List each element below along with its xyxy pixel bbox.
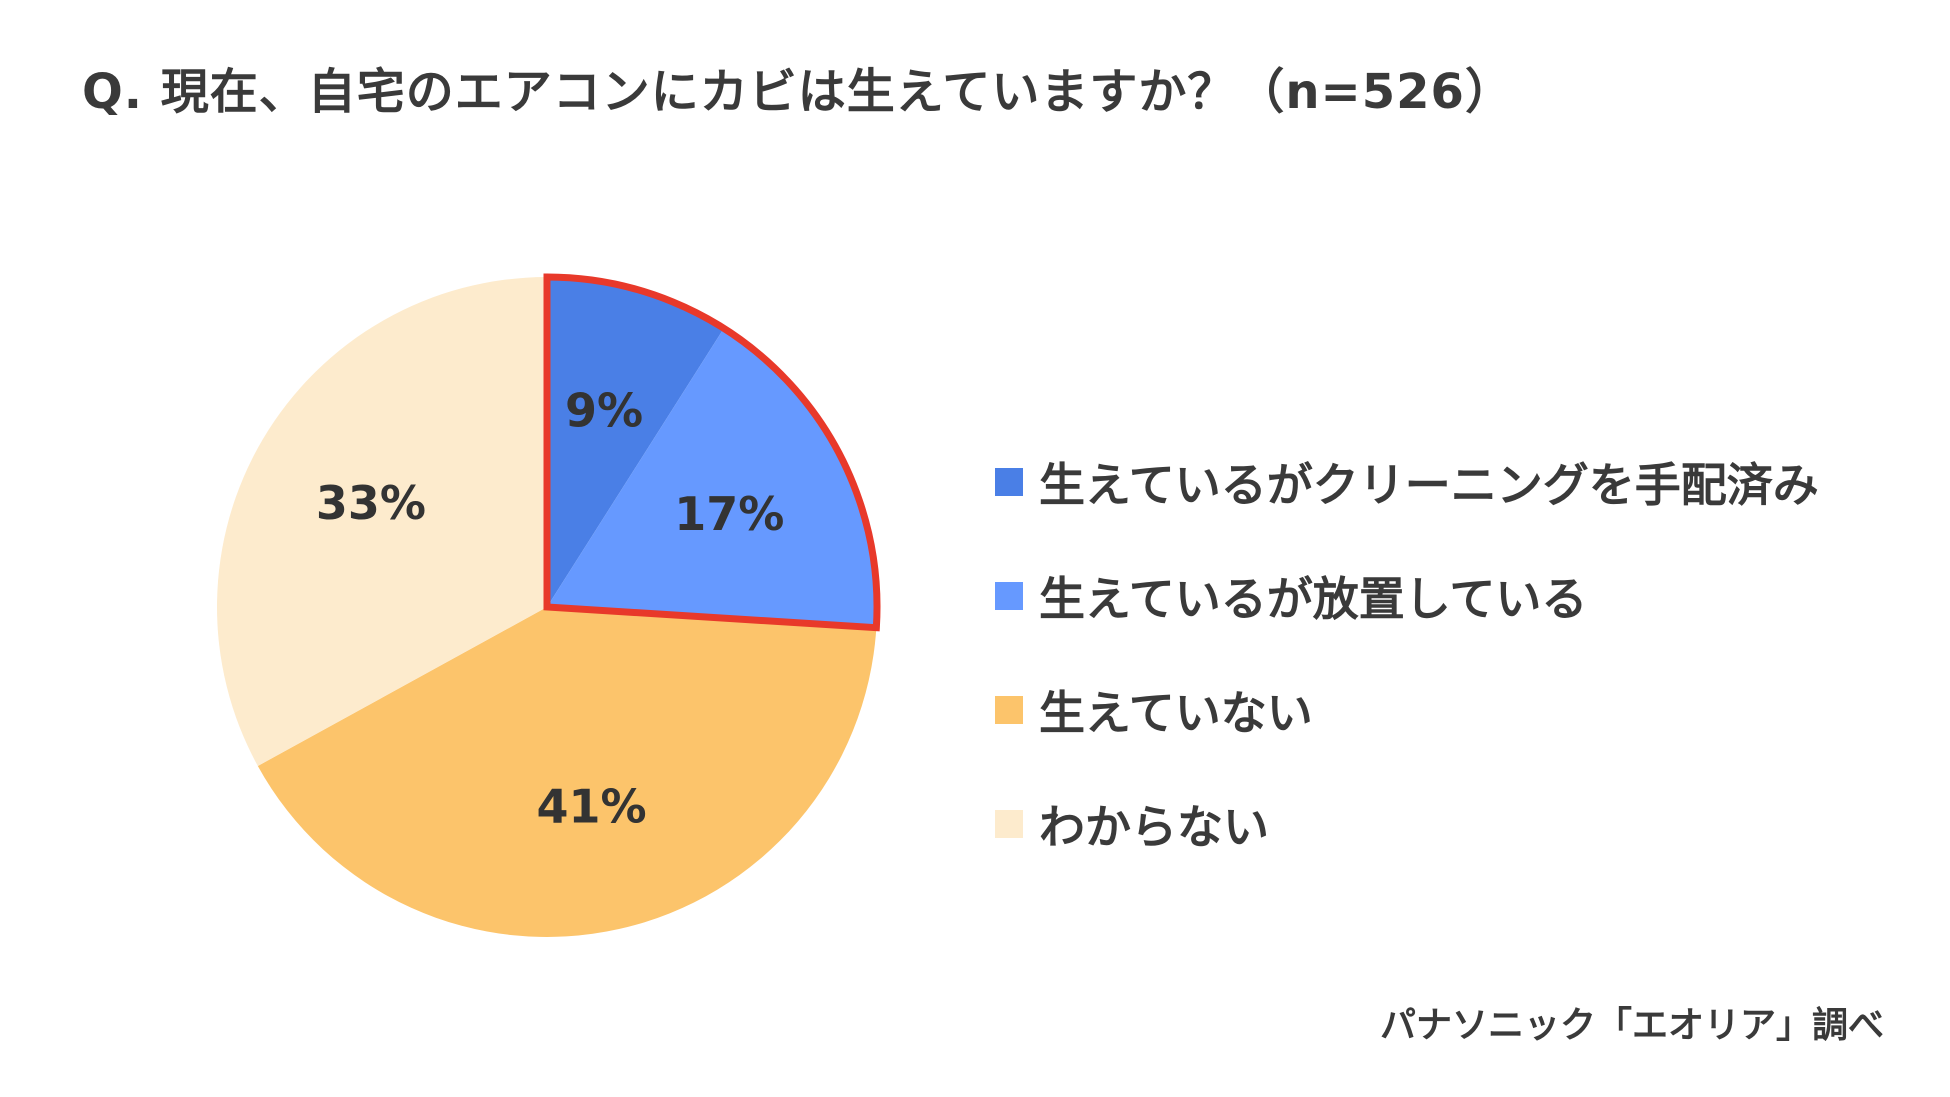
pie-slice: [257, 607, 877, 938]
legend-item: 生えていない: [995, 653, 1819, 767]
highlight-border: [543, 273, 881, 632]
slice-value-label: 33%: [316, 476, 426, 530]
slice-labels: 9% 17% 41% 33%: [316, 384, 785, 834]
legend-swatch: [995, 696, 1023, 724]
legend-label: 生えているがクリーニングを手配済み: [1039, 458, 1819, 512]
legend: 生えているがクリーニングを手配済み 生えているが放置している 生えていない わか…: [995, 425, 1819, 881]
pie-slice: [547, 328, 878, 628]
pie-slice: [547, 277, 724, 607]
legend-item: 生えているが放置している: [995, 539, 1819, 653]
chart-title: Q. 現在、自宅のエアコンにカビは生えていますか？（n=526）: [82, 64, 1514, 120]
slice-value-label: 9%: [565, 384, 643, 438]
legend-label: わからない: [1039, 800, 1269, 854]
legend-swatch: [995, 582, 1023, 610]
slice-value-label: 41%: [537, 780, 647, 834]
highlight-outline: [543, 273, 881, 632]
legend-item: わからない: [995, 767, 1819, 881]
pie-slice: [217, 276, 547, 766]
source-note: パナソニック「エオリア」調べ: [1379, 1005, 1884, 1046]
legend-label: 生えていない: [1039, 686, 1313, 740]
pie-slices: [217, 276, 878, 938]
legend-item: 生えているがクリーニングを手配済み: [995, 425, 1819, 539]
legend-swatch: [995, 810, 1023, 838]
legend-label: 生えているが放置している: [1039, 572, 1588, 626]
slice-value-label: 17%: [674, 487, 784, 541]
legend-swatch: [995, 468, 1023, 496]
